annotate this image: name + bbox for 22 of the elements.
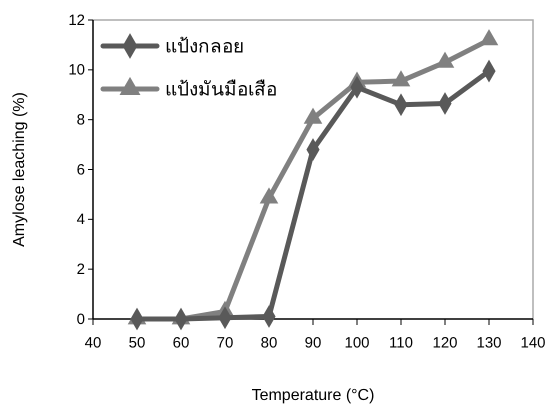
y-axis-title: Amylose leaching (%)	[11, 92, 28, 247]
x-tick-label: 60	[172, 334, 190, 352]
x-axis-title: Temperature (°C)	[252, 387, 374, 404]
x-tick-label: 50	[128, 334, 146, 352]
y-tick-label: 6	[76, 161, 85, 178]
x-tick-label: 70	[216, 334, 234, 352]
y-tick-label: 2	[76, 260, 85, 278]
y-tick-label: 4	[76, 211, 85, 228]
x-tick-label: 40	[84, 334, 102, 352]
x-tick-label: 130	[476, 334, 502, 352]
y-tick-label: 12	[68, 12, 85, 29]
x-tick-label: 120	[432, 334, 458, 352]
x-tick-label: 100	[344, 334, 370, 352]
legend-label: แป้งมันมือเสือ	[165, 80, 277, 101]
x-tick-label: 80	[260, 334, 278, 352]
x-tick-label: 110	[389, 334, 413, 352]
y-tick-label: 0	[76, 310, 85, 328]
x-tick-label: 90	[304, 334, 322, 352]
legend-label: แป้งกลอย	[165, 36, 244, 58]
x-tick-label: 140	[520, 334, 546, 352]
y-tick-label: 8	[76, 111, 85, 128]
y-tick-label: 10	[68, 62, 85, 79]
